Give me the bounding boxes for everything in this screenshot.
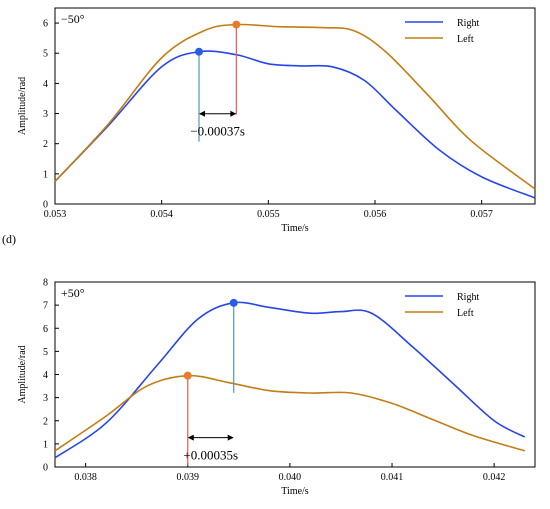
y-tick-label: 3 xyxy=(43,109,48,120)
time-offset-label: +0.00035s xyxy=(183,448,238,463)
y-tick-label: 5 xyxy=(43,49,48,60)
y-tick-label: 4 xyxy=(43,370,48,381)
x-tick-label: 0.054 xyxy=(150,209,173,220)
angle-label: +50° xyxy=(61,286,85,300)
y-tick-label: 6 xyxy=(43,19,48,30)
x-tick-label: 0.057 xyxy=(470,209,493,220)
legend-label-right: Right xyxy=(457,18,479,29)
y-tick-label: 5 xyxy=(43,347,48,358)
series-line-right xyxy=(54,50,536,199)
arrow-head-left xyxy=(187,434,194,441)
series-line-left xyxy=(54,374,526,452)
x-axis-label: Time/s xyxy=(281,223,309,234)
peak-marker-left xyxy=(232,20,241,29)
series-line-right xyxy=(54,301,526,459)
x-tick-label: 0.038 xyxy=(74,472,97,483)
y-axis-label: Amplitude/rad xyxy=(17,77,28,135)
legend-label-left: Left xyxy=(457,34,474,45)
x-axis-label: Time/s xyxy=(281,486,309,497)
y-tick-label: 0 xyxy=(43,463,48,474)
y-tick-label: 7 xyxy=(43,301,48,312)
x-tick-label: 0.041 xyxy=(381,472,404,483)
y-tick-label: 1 xyxy=(43,439,48,450)
x-tick-label: 0.053 xyxy=(44,209,67,220)
y-tick-label: 2 xyxy=(43,416,48,427)
x-tick-label: 0.056 xyxy=(364,209,387,220)
legend-label-left: Left xyxy=(457,308,474,319)
legend-label-right: Right xyxy=(457,292,479,303)
peak-marker-right xyxy=(195,47,203,56)
angle-label: −50° xyxy=(61,12,85,26)
peak-marker-right xyxy=(229,298,238,307)
time-offset-label: −0.00037s xyxy=(190,124,245,139)
plot-frame xyxy=(54,7,536,205)
y-axis-label: Amplitude/rad xyxy=(17,345,28,403)
chart-panel-2: 0.038 0.039 0.040 0.041 0.042 0 1 2 3 4 5 6 7 8 Time/s… xyxy=(17,278,536,497)
x-tick-label: 0.042 xyxy=(483,472,506,483)
series-line-left xyxy=(54,23,536,190)
x-tick-label: 0.040 xyxy=(279,472,302,483)
panel-letter: (d) xyxy=(2,232,16,246)
y-tick-label: 8 xyxy=(43,278,48,289)
chart-panel-1: 0.053 0.054 0.055 0.056 0.057 0 1 2 3 4 5 6 Time/s Am… xyxy=(17,7,536,234)
y-tick-label: 4 xyxy=(43,79,48,90)
y-tick-label: 0 xyxy=(43,200,48,211)
y-tick-label: 6 xyxy=(43,324,48,335)
x-tick-label: 0.055 xyxy=(257,209,280,220)
y-tick-label: 1 xyxy=(43,169,48,180)
arrow-head-right xyxy=(230,110,237,117)
x-tick-label: 0.039 xyxy=(177,472,200,483)
y-tick-label: 2 xyxy=(43,139,48,150)
arrow-head-left xyxy=(199,110,205,117)
peak-marker-left xyxy=(183,371,192,380)
arrow-head-right xyxy=(227,434,234,441)
y-tick-label: 3 xyxy=(43,393,48,404)
